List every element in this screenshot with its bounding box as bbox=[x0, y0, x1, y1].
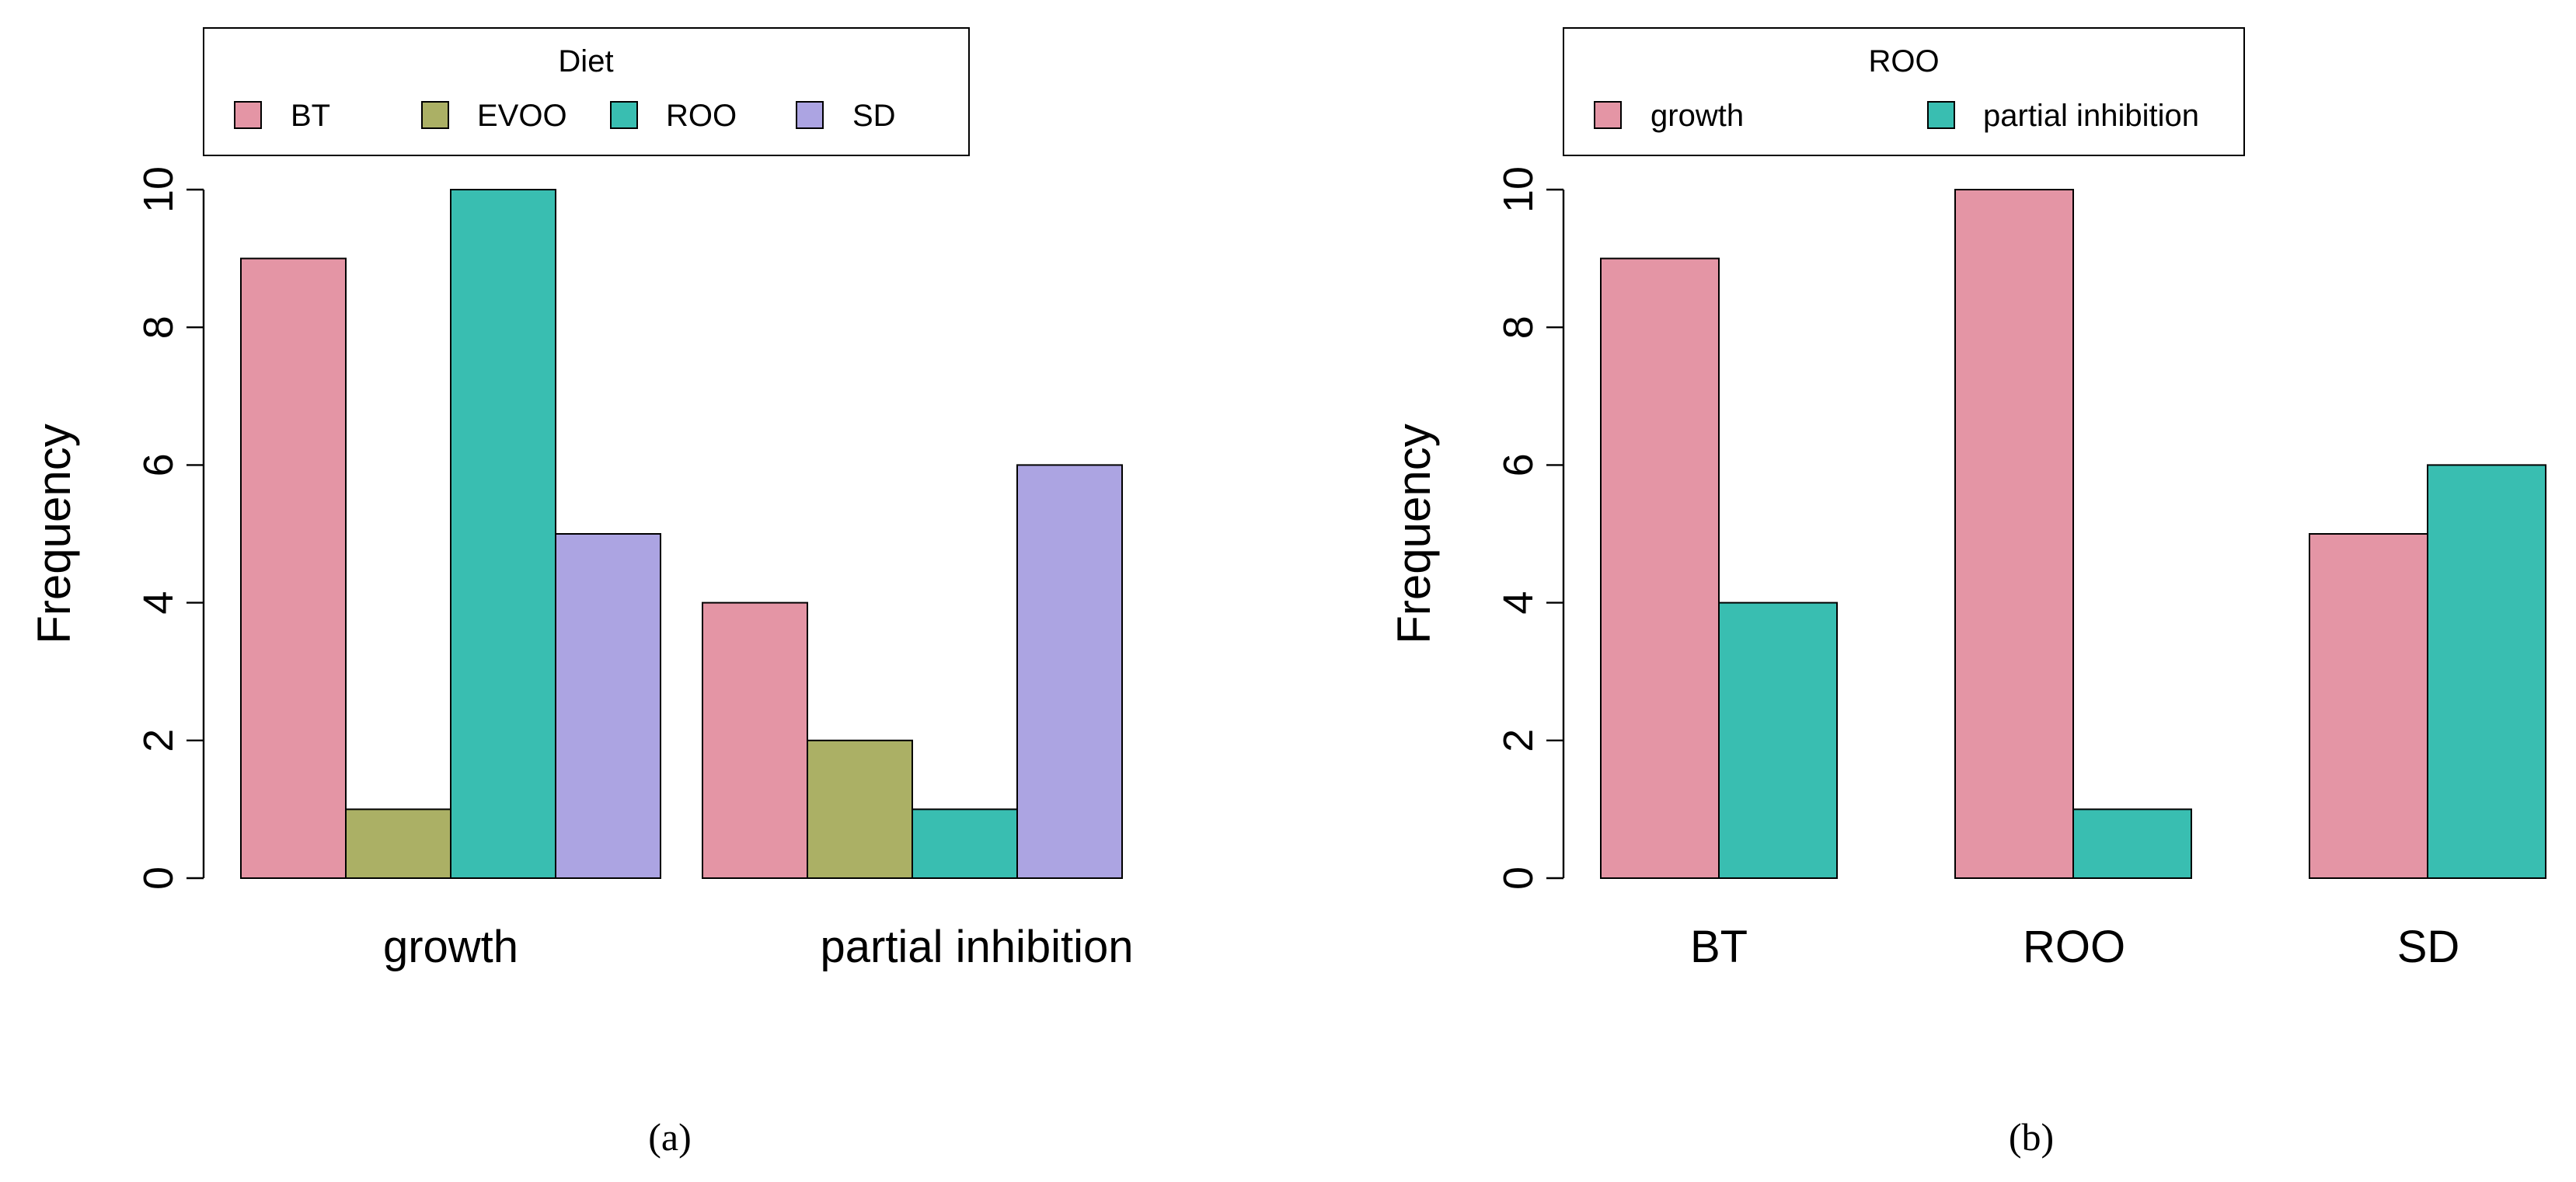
panel-a-y-tick-label-6: 6 bbox=[135, 453, 182, 476]
panel-b-y-tick-label-4: 4 bbox=[1495, 591, 1542, 615]
panel-a-caption: (a) bbox=[648, 1115, 692, 1159]
panel-a-y-tick-label-8: 8 bbox=[135, 316, 182, 339]
panel-a-bar-partial-inhibition-bt bbox=[702, 601, 808, 879]
panel-a-legend-swatch-evoo bbox=[421, 101, 449, 129]
panel-a-legend-swatch-sd bbox=[796, 101, 824, 129]
panel-b-category-label-bt: BT bbox=[1690, 922, 1748, 972]
panel-a-bar-growth-evoo bbox=[345, 808, 451, 880]
panel-b-legend-box bbox=[1563, 27, 2245, 156]
panel-a-bar-growth-bt bbox=[240, 257, 347, 880]
panel-b-legend-swatch-partial-inhibition bbox=[1927, 101, 1955, 129]
panel-a-bar-partial-inhibition-sd bbox=[1016, 464, 1123, 879]
panel-a-category-label-growth: growth bbox=[383, 922, 518, 972]
panel-b-bar-sd-partial-inhibition bbox=[2427, 464, 2546, 879]
panel-a-y-tick-label-2: 2 bbox=[135, 729, 182, 752]
panel-b-legend: ROO growth partial inhibition bbox=[1563, 27, 2245, 156]
panel-a-y-ticks: 0 2 4 6 8 10 bbox=[135, 166, 204, 890]
panel-b-bar-sd-growth bbox=[2309, 533, 2428, 879]
panel-b-bar-roo-partial-inhibition bbox=[2072, 808, 2192, 880]
panel-b-y-tick-label-2: 2 bbox=[1495, 729, 1542, 752]
panel-a-y-tick-label-10: 10 bbox=[135, 166, 182, 213]
panel-b-y-tick-label-8: 8 bbox=[1495, 316, 1542, 339]
panel-b-bar-bt-growth bbox=[1600, 257, 1720, 880]
panel-a-legend-label-roo: ROO bbox=[666, 99, 737, 133]
panel-a-bar-growth-sd bbox=[555, 533, 661, 879]
panel-a-legend-label-sd: SD bbox=[852, 99, 896, 133]
panel-a-bar-partial-inhibition-roo bbox=[912, 808, 1018, 880]
panel-a-legend-label-bt: BT bbox=[291, 99, 330, 133]
panel-a-chart: Diet BT EVOO ROO SD 0 2 4 6 8 10 Frequency gr… bbox=[28, 27, 1134, 1159]
panel-b-y-ticks: 0 2 4 6 8 10 bbox=[1495, 166, 1563, 890]
panel-b-caption: (b) bbox=[2009, 1115, 2054, 1159]
panel-a-legend-box bbox=[203, 27, 970, 156]
panel-a-legend-swatch-bt bbox=[234, 101, 262, 129]
panel-a-legend: Diet BT EVOO ROO SD bbox=[203, 27, 970, 156]
panel-b-bar-roo-growth bbox=[1954, 189, 2074, 879]
panel-b-legend-label-partial-inhibition: partial inhibition bbox=[1983, 99, 2199, 133]
panel-b-y-tick-label-6: 6 bbox=[1495, 453, 1542, 476]
panel-b-y-tick-label-10: 10 bbox=[1495, 166, 1542, 213]
panel-b-y-tick-label-0: 0 bbox=[1495, 866, 1542, 890]
panel-b-bars bbox=[1600, 189, 2546, 880]
panel-b-legend-swatch-growth bbox=[1594, 101, 1622, 129]
panel-b-chart: ROO growth partial inhibition 0 2 4 6 8 10 Fr… bbox=[1388, 27, 2546, 1159]
panel-a-category-label-partial-inhibition: partial inhibition bbox=[820, 922, 1133, 972]
panel-a-y-axis-label: Frequency bbox=[28, 424, 80, 643]
panel-a-bar-partial-inhibition-evoo bbox=[807, 739, 913, 879]
panel-a-legend-title: Diet bbox=[558, 44, 613, 78]
panel-b-legend-title: ROO bbox=[1868, 44, 1939, 78]
panel-b-legend-label-growth: growth bbox=[1651, 99, 1744, 133]
panel-b-category-label-sd: SD bbox=[2397, 922, 2460, 972]
panel-a-y-tick-label-0: 0 bbox=[135, 866, 182, 890]
panel-b-bar-bt-partial-inhibition bbox=[1718, 601, 1838, 879]
panel-a-legend-swatch-roo bbox=[610, 101, 638, 129]
panel-a-bars bbox=[240, 189, 1123, 880]
panel-a-y-tick-label-4: 4 bbox=[135, 591, 182, 615]
panel-a-bar-growth-roo bbox=[450, 189, 556, 879]
panel-b-y-axis-label: Frequency bbox=[1388, 424, 1440, 643]
panel-b-category-label-roo: ROO bbox=[2023, 922, 2125, 972]
panel-a-legend-label-evoo: EVOO bbox=[477, 99, 567, 133]
